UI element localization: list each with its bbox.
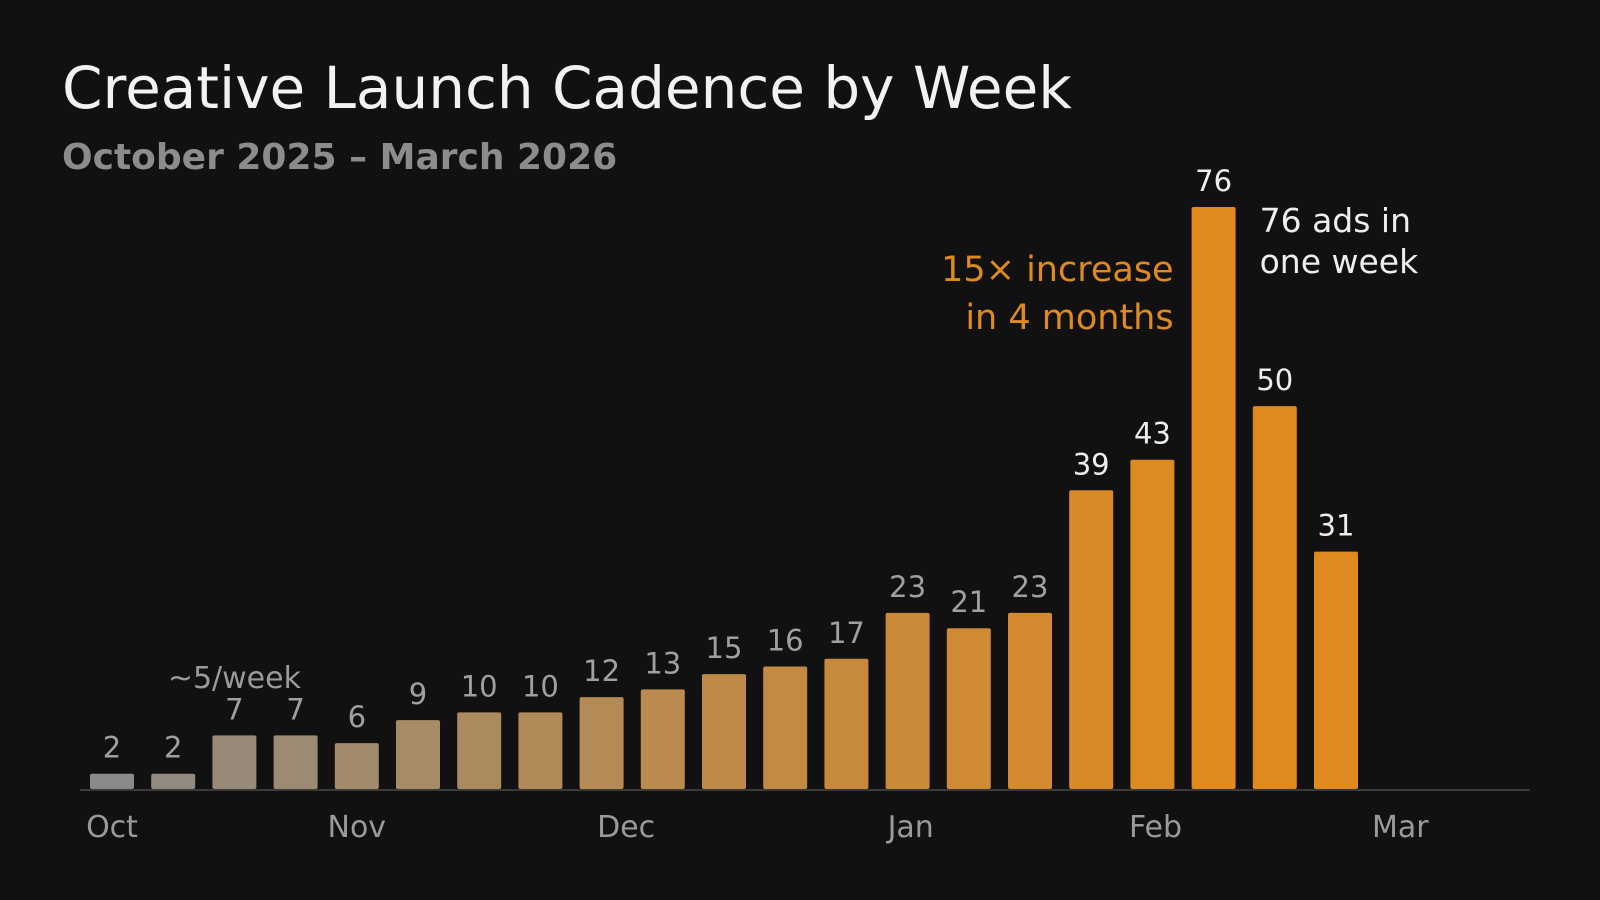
bar-value-label: 50 [1256, 363, 1293, 397]
bar [946, 628, 991, 789]
bar-value-label: 76 [1195, 164, 1232, 198]
bar [702, 674, 746, 789]
bar [1191, 207, 1236, 789]
x-tick-label: Feb [1129, 810, 1182, 845]
chart-title: Creative Launch Cadence by Week [62, 54, 1072, 122]
bar [1252, 406, 1297, 789]
bar-value-label: 7 [225, 692, 243, 726]
bar-value-label: 13 [644, 646, 681, 680]
bar-value-label: 43 [1134, 417, 1171, 451]
bar [1069, 490, 1114, 789]
x-tick-label: Jan [886, 810, 934, 845]
bar [396, 720, 440, 789]
bar-value-label: 16 [767, 624, 804, 658]
x-tick-label: Nov [328, 810, 387, 845]
bar [763, 666, 808, 789]
bar [90, 773, 134, 789]
bar-value-label: 12 [583, 654, 620, 688]
bar [457, 712, 502, 789]
bar-value-label: 17 [828, 616, 865, 650]
bar [824, 658, 869, 789]
bar-value-label: 23 [889, 570, 926, 604]
bar [334, 743, 379, 789]
bar-value-label: 6 [348, 700, 366, 734]
annotation-peak-line: one week [1260, 242, 1419, 281]
bar [518, 712, 563, 789]
bar [885, 612, 930, 789]
x-tick-label: Oct [86, 810, 138, 845]
bar [1008, 612, 1052, 789]
annotation-increase: 15× increase in 4 months [941, 250, 1174, 338]
annotation-peak: 76 ads in one week [1260, 201, 1419, 281]
bar-value-label: 9 [409, 677, 427, 711]
annotation-baseline-rate: ~5/week [168, 661, 302, 696]
bars-group [90, 207, 1358, 789]
bar [212, 735, 257, 789]
bar-value-label: 7 [286, 692, 304, 726]
bar-value-label: 2 [103, 731, 121, 765]
x-tick-label: Mar [1372, 810, 1429, 845]
annotation-increase-line: in 4 months [965, 298, 1173, 338]
bar [151, 773, 196, 789]
bar-value-label: 23 [1012, 570, 1049, 604]
bar-value-label: 2 [164, 731, 182, 765]
x-tick-label: Dec [597, 810, 655, 845]
bar-value-label: 15 [706, 631, 743, 665]
chart-subtitle: October 2025 – March 2026 [62, 137, 618, 178]
bar-value-label: 10 [461, 669, 498, 703]
annotations-group: ~5/week 15× increase in 4 months 76 ads in o… [168, 201, 1419, 696]
bar [1314, 551, 1358, 789]
bar-value-label: 31 [1318, 509, 1355, 543]
annotation-increase-line: 15× increase [941, 250, 1174, 290]
bar [579, 697, 624, 789]
bar [640, 689, 685, 789]
bar [1130, 459, 1175, 789]
bar-value-label: 21 [950, 585, 987, 619]
bar [273, 735, 318, 789]
bar-value-label: 39 [1073, 447, 1110, 481]
bar-value-label: 10 [522, 669, 559, 703]
x-axis-tick-labels: Oct Nov Dec Jan Feb Mar [86, 810, 1429, 845]
annotation-peak-line: 76 ads in [1260, 201, 1411, 240]
